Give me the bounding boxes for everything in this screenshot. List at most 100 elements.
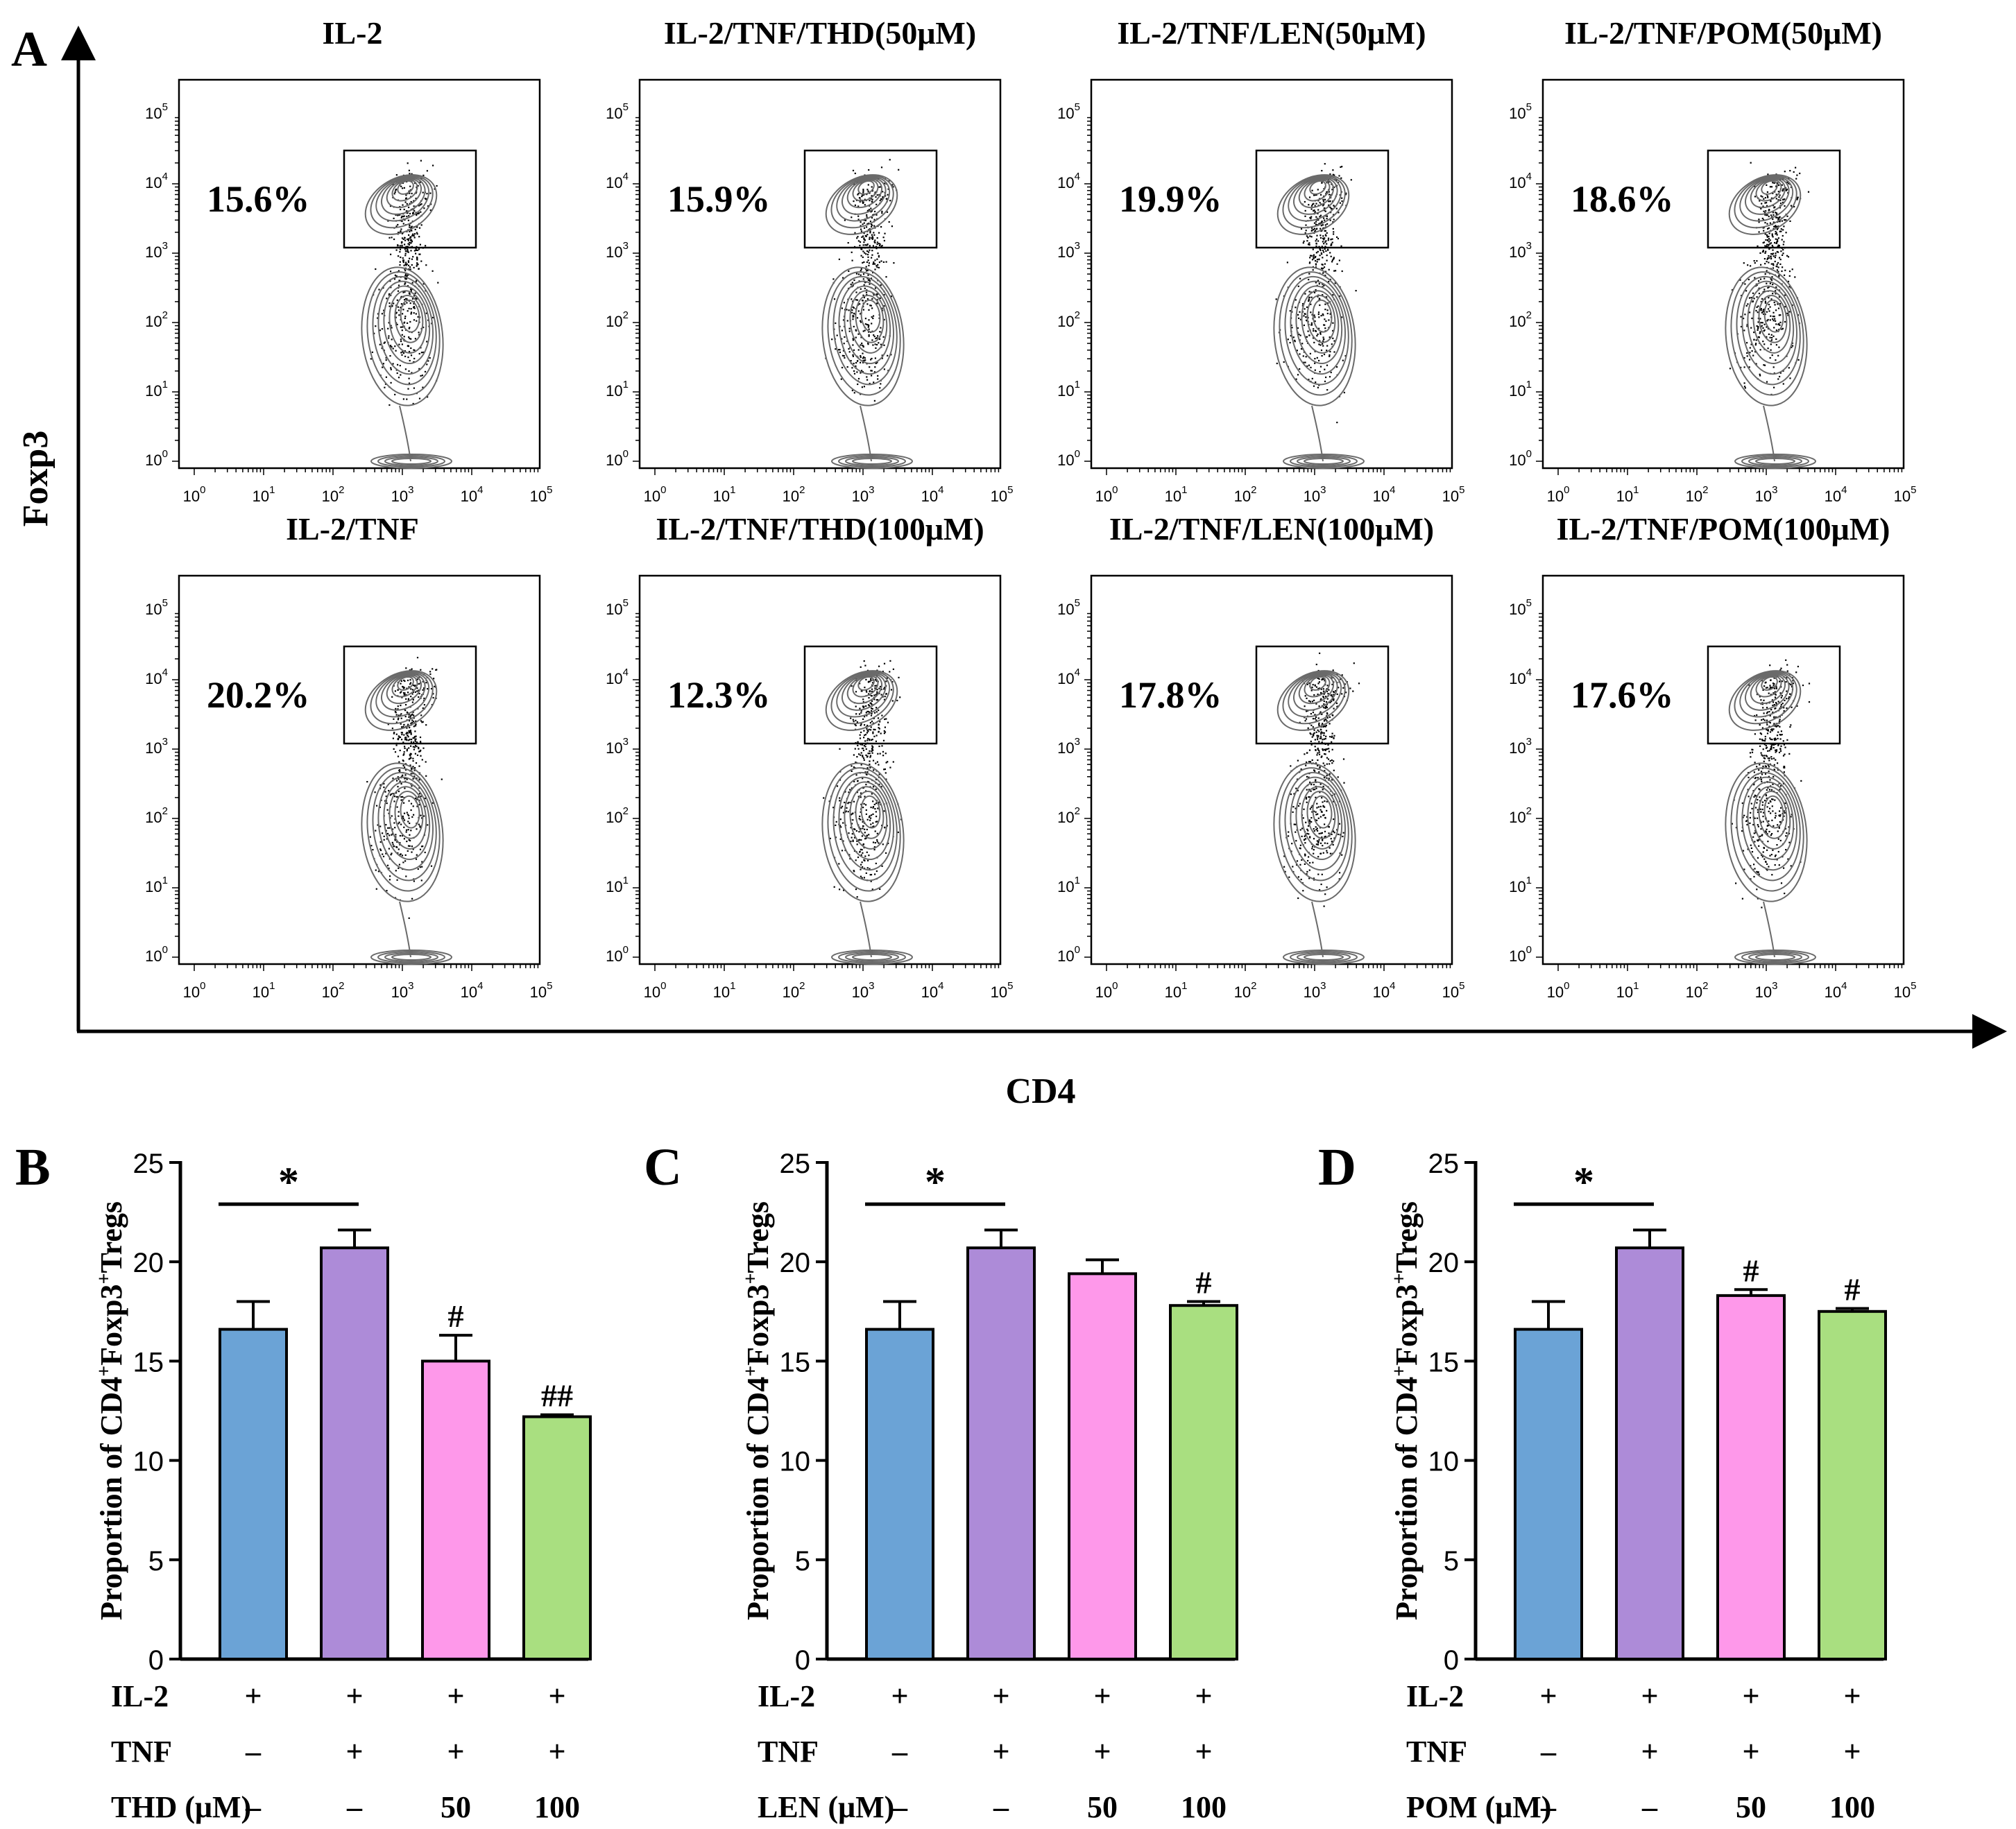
flow-dot: [408, 758, 410, 760]
flow-dot: [875, 778, 878, 780]
flow-dot: [855, 713, 857, 715]
flow-dot: [401, 329, 403, 332]
flow-dot: [1308, 749, 1311, 751]
flow-dot: [865, 837, 867, 839]
flow-dot: [870, 874, 873, 876]
flow-dot: [874, 685, 876, 687]
flow-dot: [840, 826, 842, 828]
flow-dot: [1321, 170, 1323, 172]
flow-dot: [1772, 182, 1774, 184]
flow-plot-frame: [638, 574, 1002, 965]
flow-dot: [1342, 758, 1345, 760]
flow-dot: [876, 839, 878, 841]
flow-dot: [871, 254, 873, 256]
flow-dot: [862, 843, 864, 845]
contour-ring: [1276, 174, 1350, 235]
flow-dot: [870, 304, 872, 307]
flow-dot: [851, 309, 853, 311]
flow-dot: [1322, 723, 1324, 725]
flow-dot: [1776, 241, 1778, 243]
flow-dot: [878, 728, 880, 730]
flow-dot: [1752, 292, 1754, 294]
flow-dot: [1314, 685, 1316, 687]
flow-dot: [1782, 190, 1784, 192]
flow-dot: [1326, 712, 1329, 714]
flow-dot: [1319, 340, 1321, 342]
flow-dot: [868, 855, 870, 857]
flow-dot: [884, 731, 887, 733]
flow-dot: [890, 689, 893, 691]
flow-dot: [874, 239, 876, 241]
flow-dot: [880, 732, 882, 735]
flow-dot: [398, 270, 400, 272]
flow-dot: [855, 291, 857, 293]
flow-dot: [860, 731, 862, 733]
flow-dot: [879, 243, 881, 246]
panel-letter-a: A: [11, 22, 47, 77]
flow-dot: [1750, 297, 1752, 299]
flow-dot: [409, 683, 411, 685]
flow-dot: [1318, 741, 1320, 743]
x-tick-label: 105: [991, 980, 1014, 1001]
flow-dot: [887, 370, 889, 372]
flow-dot: [866, 732, 868, 734]
bottom-cluster-ring: [1283, 454, 1365, 469]
flow-dot: [866, 724, 869, 727]
flow-dot: [1771, 234, 1773, 237]
flow-dot: [1324, 737, 1326, 740]
flow-dot: [1332, 322, 1334, 324]
flow-dot: [1743, 329, 1745, 332]
flow-dot: [416, 854, 418, 856]
flow-dot: [418, 682, 420, 685]
flow-dot: [860, 818, 862, 821]
flow-dot: [1777, 768, 1779, 771]
flow-dot: [852, 339, 854, 341]
x-tick-label: 103: [1755, 484, 1778, 505]
flow-dot: [1333, 800, 1335, 802]
flow-dot: [863, 705, 865, 707]
flow-dot: [1789, 377, 1791, 379]
flow-dot: [1332, 843, 1334, 846]
flow-dot: [829, 837, 831, 839]
flow-dot: [1770, 748, 1772, 750]
flow-dot: [1743, 262, 1745, 264]
flow-dot: [871, 225, 873, 228]
flow-dot: [411, 719, 413, 721]
flow-dot: [432, 164, 434, 166]
treg-gate: [803, 645, 938, 745]
flow-dot: [1769, 319, 1771, 321]
flow-dot: [1322, 814, 1324, 816]
y-tick-label: 101: [1509, 379, 1532, 400]
flow-dot: [418, 689, 420, 692]
x-tick-exponent: 1: [269, 980, 275, 992]
flow-dot: [1780, 250, 1782, 252]
flow-dot: [871, 745, 873, 747]
flow-dot: [873, 371, 875, 373]
y-tick-label: 100: [145, 448, 168, 469]
flow-dot: [1319, 692, 1322, 694]
flow-dot: [1345, 192, 1347, 194]
flow-dot: [836, 334, 838, 336]
flow-dot: [844, 801, 846, 804]
flow-dot: [885, 753, 887, 755]
flow-dot: [1310, 790, 1312, 792]
flow-dot: [432, 693, 434, 695]
flow-dot: [1767, 239, 1769, 241]
flow-dot: [1308, 776, 1310, 778]
x-tick-label: 103: [1304, 484, 1326, 505]
flow-dot: [876, 343, 878, 346]
flow-dot: [871, 307, 873, 309]
flow-dot: [419, 825, 421, 827]
flow-dot: [1317, 729, 1319, 731]
flow-dot: [891, 681, 894, 683]
contour-ring: [1295, 781, 1343, 861]
flow-dot: [871, 750, 873, 753]
flow-dot: [432, 802, 434, 804]
flow-dot: [839, 838, 842, 840]
flow-dot: [838, 258, 840, 260]
flow-dot: [402, 398, 404, 400]
flow-dot: [408, 292, 410, 294]
y-tick-label: 104: [145, 171, 168, 191]
flow-dot: [851, 765, 853, 767]
flow-dot: [401, 855, 404, 857]
